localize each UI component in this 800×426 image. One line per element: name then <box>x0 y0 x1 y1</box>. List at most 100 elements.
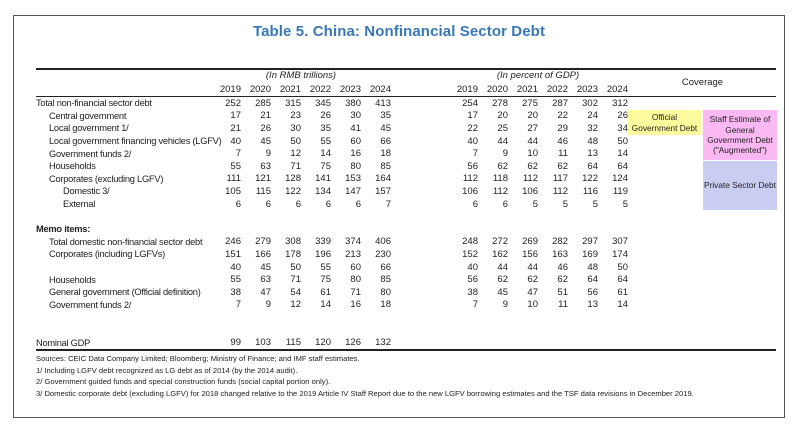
year-header: 2022 <box>546 83 568 95</box>
pct-value-cell: 62 <box>497 160 508 172</box>
pct-value-cell: 162 <box>492 248 508 260</box>
pct-value-cell: 152 <box>462 248 478 260</box>
rmb-value-cell: 7 <box>385 198 391 210</box>
pct-value-cell: 62 <box>557 274 568 286</box>
rmb-value-cell: 85 <box>380 274 391 286</box>
rmb-value-cell: 246 <box>225 236 241 248</box>
pct-value-cell: 9 <box>502 148 508 160</box>
table-row: External 6 6 6 6 6 7 6 6 5 5 5 5 <box>36 198 628 211</box>
rmb-value-cell: 55 <box>230 160 241 172</box>
rule-top <box>36 68 776 70</box>
pct-value-cell: 106 <box>522 185 538 197</box>
pct-value-cell: 56 <box>467 274 478 286</box>
pct-value-cell: 64 <box>617 160 628 172</box>
rmb-value-cell: 6 <box>235 198 241 210</box>
row-label: Government funds 2/ <box>49 299 132 310</box>
rule-bottom <box>36 349 776 351</box>
pct-value-cell: 278 <box>492 97 508 109</box>
rmb-value-cell: 99 <box>230 337 241 349</box>
table-row-blank <box>36 324 628 337</box>
pct-value-cell: 46 <box>557 135 568 147</box>
coverage-column-header: Coverage <box>681 77 724 88</box>
pct-value-cell: 118 <box>492 173 508 185</box>
rmb-value-cell: 60 <box>350 261 361 273</box>
rmb-value-cell: 35 <box>380 110 391 122</box>
pct-value-cell: 112 <box>552 185 568 197</box>
rmb-value-cell: 380 <box>345 97 361 109</box>
rmb-value-cell: 66 <box>380 135 391 147</box>
rmb-value-cell: 47 <box>260 286 271 298</box>
rmb-value-cell: 121 <box>255 173 271 185</box>
pct-value-cell: 26 <box>617 110 628 122</box>
pct-value-cell: 45 <box>497 286 508 298</box>
rmb-value-cell: 40 <box>230 261 241 273</box>
year-header: 2024 <box>606 83 628 95</box>
rmb-value-cell: 120 <box>315 337 331 349</box>
years-header-row: 2019 2020 2021 2022 2023 2024 2019 2020 … <box>36 82 628 96</box>
rmb-value-cell: 80 <box>350 274 361 286</box>
coverage-box-official-government-debt: Official Government Debt <box>628 110 701 135</box>
rmb-value-cell: 55 <box>320 261 331 273</box>
pct-value-cell: 44 <box>497 135 508 147</box>
table-row: 40 45 50 55 60 66 40 44 44 46 48 50 <box>36 261 628 274</box>
pct-value-cell: 116 <box>582 185 598 197</box>
pct-value-cell: 22 <box>557 110 568 122</box>
rmb-value-cell: 285 <box>255 97 271 109</box>
year-header: 2023 <box>576 83 598 95</box>
pct-value-cell: 20 <box>497 110 508 122</box>
rmb-value-cell: 406 <box>375 236 391 248</box>
pct-value-cell: 282 <box>552 236 568 248</box>
pct-value-cell: 64 <box>587 274 598 286</box>
rmb-value-cell: 71 <box>350 286 361 298</box>
pct-value-cell: 38 <box>467 286 478 298</box>
pct-value-cell: 48 <box>587 135 598 147</box>
row-label: Corporates (excluding LGFV) <box>49 173 164 184</box>
rmb-value-cell: 35 <box>320 122 331 134</box>
pct-value-cell: 64 <box>587 160 598 172</box>
rmb-value-cell: 213 <box>345 248 361 260</box>
table-row: Memo items: <box>36 223 628 236</box>
year-header: 2022 <box>309 83 331 95</box>
row-label: Corporates (including LGFVs) <box>49 249 165 260</box>
pct-value-cell: 29 <box>557 122 568 134</box>
rmb-value-cell: 111 <box>226 173 241 185</box>
pct-value-cell: 287 <box>552 97 568 109</box>
rmb-value-cell: 315 <box>285 97 301 109</box>
rmb-value-cell: 164 <box>375 173 391 185</box>
rmb-value-cell: 105 <box>225 185 241 197</box>
pct-value-cell: 56 <box>467 160 478 172</box>
year-header: 2021 <box>516 83 538 95</box>
pct-value-cell: 5 <box>532 198 538 210</box>
column-group-percent-gdp: (In percent of GDP) <box>496 70 580 81</box>
pct-value-cell: 44 <box>497 261 508 273</box>
rmb-value-cell: 80 <box>350 160 361 172</box>
rmb-value-cell: 60 <box>350 135 361 147</box>
pct-value-cell: 61 <box>617 286 628 298</box>
table-row: Total non-financial sector debt 252 285 315… <box>36 97 628 110</box>
table-row: Government funds 2/7 9 12 14 16 18 7 9 10 11 13 14 <box>36 299 628 312</box>
rmb-value-cell: 153 <box>345 173 361 185</box>
rmb-value-cell: 6 <box>325 198 331 210</box>
table-row-blank <box>36 311 628 324</box>
pct-value-cell: 5 <box>562 198 568 210</box>
pct-value-cell: 44 <box>527 135 538 147</box>
rmb-value-cell: 6 <box>295 198 301 210</box>
pct-value-cell: 40 <box>467 135 478 147</box>
rmb-value-cell: 166 <box>255 248 271 260</box>
rmb-value-cell: 134 <box>315 185 331 197</box>
rmb-value-cell: 21 <box>230 122 241 134</box>
rmb-value-cell: 54 <box>290 286 301 298</box>
rmb-value-cell: 345 <box>315 97 331 109</box>
rmb-value-cell: 126 <box>345 337 361 349</box>
pct-value-cell: 122 <box>582 173 598 185</box>
row-label: Households <box>49 161 96 172</box>
table-row: Corporates (including LGFVs) 151 166 178 196… <box>36 248 628 261</box>
rmb-value-cell: 30 <box>290 122 301 134</box>
year-header: 2024 <box>369 83 391 95</box>
rmb-value-cell: 45 <box>380 122 391 134</box>
rmb-value-cell: 12 <box>290 299 301 311</box>
column-group-rmb-trillions: (In RMB trillions) <box>265 70 337 81</box>
pct-value-cell: 62 <box>497 274 508 286</box>
table-row: Local government 1/21 26 30 35 41 45 22 25 27 29 3… <box>36 122 628 135</box>
rmb-value-cell: 71 <box>290 274 301 286</box>
